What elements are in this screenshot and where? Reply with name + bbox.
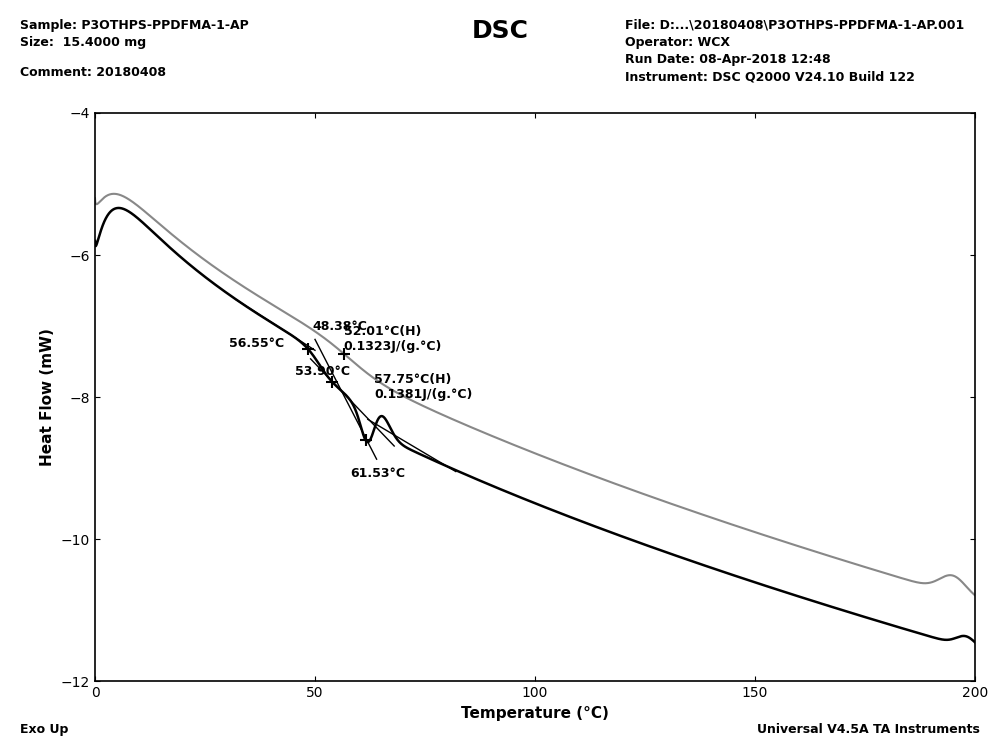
Text: Exo Up: Exo Up (20, 724, 68, 736)
Text: Size:  15.4000 mg: Size: 15.4000 mg (20, 36, 146, 49)
Text: Comment: 20180408: Comment: 20180408 (20, 66, 166, 79)
Text: File: D:...\20180408\P3OTHPS-PPDFMA-1-AP.001: File: D:...\20180408\P3OTHPS-PPDFMA-1-AP… (625, 19, 964, 32)
Text: DSC: DSC (472, 19, 528, 43)
Text: Instrument: DSC Q2000 V24.10 Build 122: Instrument: DSC Q2000 V24.10 Build 122 (625, 71, 915, 84)
Text: Operator: WCX: Operator: WCX (625, 36, 730, 49)
Text: 56.55°C: 56.55°C (229, 337, 284, 350)
Text: Run Date: 08-Apr-2018 12:48: Run Date: 08-Apr-2018 12:48 (625, 53, 831, 66)
Text: 53.90°C: 53.90°C (295, 365, 350, 378)
Text: 61.53°C: 61.53°C (350, 468, 405, 480)
Y-axis label: Heat Flow (mW): Heat Flow (mW) (40, 328, 55, 466)
Text: Sample: P3OTHPS-PPDFMA-1-AP: Sample: P3OTHPS-PPDFMA-1-AP (20, 19, 249, 32)
Text: 48.38°C: 48.38°C (313, 320, 368, 334)
X-axis label: Temperature (°C): Temperature (°C) (461, 706, 609, 721)
Text: 57.75°C(H)
0.1381J/(g.°C): 57.75°C(H) 0.1381J/(g.°C) (374, 373, 473, 401)
Text: 52.01°C(H)
0.1323J/(g.°C): 52.01°C(H) 0.1323J/(g.°C) (344, 325, 442, 353)
Text: Universal V4.5A TA Instruments: Universal V4.5A TA Instruments (757, 724, 980, 736)
